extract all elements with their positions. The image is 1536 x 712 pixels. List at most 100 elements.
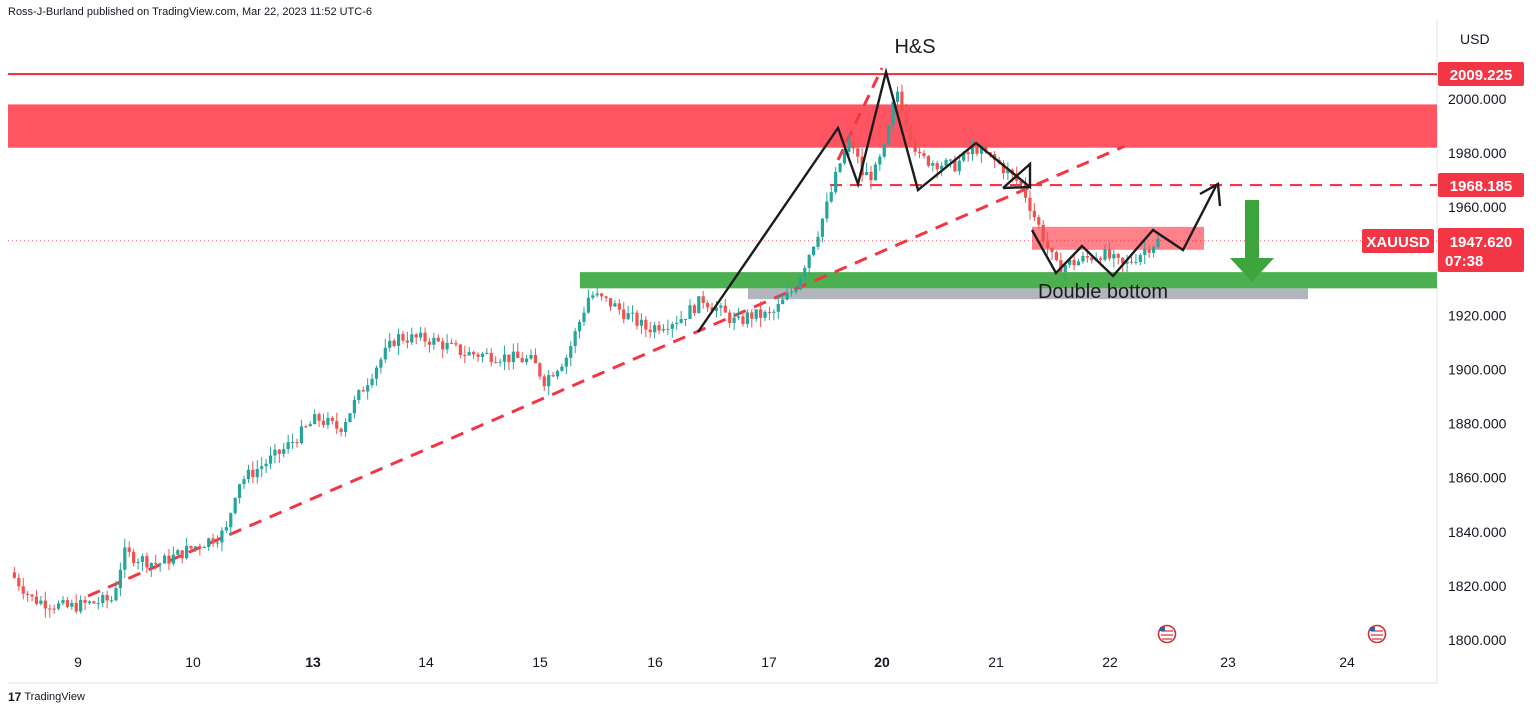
candle-body: [904, 111, 908, 126]
candle-body: [516, 351, 520, 359]
candle-body: [613, 303, 617, 307]
candle-body: [162, 555, 167, 564]
candle-body: [1037, 217, 1041, 225]
candle-body: [392, 340, 396, 346]
candle-body: [34, 596, 39, 604]
candle-body: [1103, 249, 1107, 260]
candle-body: [895, 91, 900, 102]
candle-body: [423, 332, 427, 342]
price-tick-label: 1960.000: [1448, 199, 1507, 215]
date-tick-label: 21: [988, 654, 1004, 670]
high-price-badge: 2009.225: [1438, 62, 1524, 87]
candle-body: [679, 319, 683, 323]
candle-body: [379, 359, 383, 368]
candle-body: [648, 329, 652, 333]
candle-body: [1081, 256, 1085, 262]
candle-body: [326, 417, 330, 425]
candle-body: [683, 318, 688, 320]
publisher-caption: Ross-J-Burland published on TradingView.…: [8, 6, 373, 18]
candle-body: [745, 312, 749, 324]
date-tick-label: 14: [418, 654, 434, 670]
candle-body: [96, 603, 100, 605]
candle-body: [366, 385, 370, 392]
date-tick-label: 9: [74, 654, 82, 670]
candle-body: [260, 466, 264, 469]
candle-body: [564, 357, 568, 367]
candle-body: [39, 600, 43, 604]
candle-body: [56, 603, 61, 609]
candles-group: [12, 84, 1160, 618]
us-flag-event-icon[interactable]: [1367, 624, 1387, 644]
time-axis[interactable]: 9 10 13 14 15 16 17 20 21 22 23 24: [74, 654, 1355, 670]
svg-text:1968.185: 1968.185: [1450, 178, 1513, 195]
candle-body: [374, 367, 379, 379]
price-axis[interactable]: 1800.000 1820.000 1840.000 1860.000 1880.000…: [1448, 91, 1507, 648]
candle-body: [101, 594, 105, 604]
candle-body: [816, 236, 820, 247]
candle-body: [498, 361, 502, 363]
candle-body: [1147, 249, 1151, 253]
candle-body: [238, 484, 242, 498]
candle-body: [229, 513, 233, 528]
candle-body: [944, 159, 948, 166]
candle-body: [710, 307, 714, 311]
price-tick-label: 2000.000: [1448, 91, 1507, 107]
candle-body: [427, 341, 432, 345]
candle-body: [502, 354, 507, 362]
candle-body: [480, 353, 485, 357]
candle-body: [485, 352, 489, 354]
candle-body: [1019, 180, 1023, 185]
candle-body: [132, 551, 136, 564]
candle-body: [644, 319, 648, 330]
candle-body: [878, 156, 882, 165]
candle-body: [829, 192, 833, 202]
candle-body: [820, 218, 825, 237]
candle-body: [136, 561, 140, 564]
price-tick-label: 1880.000: [1448, 416, 1507, 432]
candle-body: [763, 311, 767, 318]
candle-body: [1085, 256, 1089, 258]
candle-body: [65, 600, 69, 607]
us-flag-event-icon[interactable]: [1157, 624, 1177, 644]
candle-body: [401, 334, 405, 341]
candle-body: [114, 588, 118, 601]
candle-body: [719, 305, 723, 308]
candle-body: [926, 156, 930, 166]
candle-body: [909, 125, 913, 141]
candle-body: [608, 298, 613, 307]
candle-body: [224, 527, 228, 531]
candle-body: [432, 337, 436, 345]
candle-body: [1032, 210, 1036, 218]
candle-body: [405, 340, 409, 343]
tradingview-footer[interactable]: 17 TradingView: [8, 690, 85, 704]
candle-body: [772, 311, 776, 313]
candle-body: [43, 600, 47, 609]
candle-body: [736, 316, 741, 318]
price-tick-label: 1980.000: [1448, 145, 1507, 161]
candle-body: [335, 421, 339, 429]
supply-zone: [1032, 226, 1204, 250]
price-tick-label: 1920.000: [1448, 307, 1507, 323]
candle-body: [92, 601, 96, 604]
candle-body: [273, 449, 277, 456]
candle-body: [383, 347, 387, 360]
candle-body: [1107, 249, 1112, 259]
candle-body: [511, 351, 515, 363]
candle-body: [1121, 257, 1125, 264]
candle-body: [542, 376, 546, 387]
candle-body: [577, 321, 582, 332]
candle-body: [1023, 184, 1028, 198]
candle-body: [547, 375, 551, 387]
candle-body: [723, 305, 727, 313]
date-tick-label: 20: [874, 654, 890, 670]
candle-body: [776, 304, 780, 312]
candle-body: [233, 497, 237, 514]
candle-body: [1151, 246, 1156, 253]
price-tick-label: 1840.000: [1448, 524, 1507, 540]
candle-body: [436, 337, 440, 342]
candle-body: [741, 316, 745, 324]
candle-body: [869, 171, 873, 181]
candle-body: [626, 313, 630, 320]
green-down-arrow-icon: [1230, 200, 1274, 282]
